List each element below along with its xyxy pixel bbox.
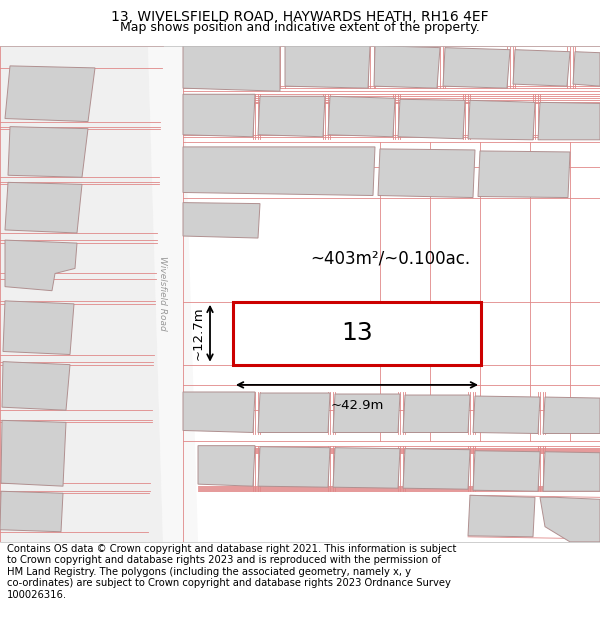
Polygon shape xyxy=(333,394,400,432)
Polygon shape xyxy=(478,151,570,198)
Polygon shape xyxy=(183,94,255,137)
Polygon shape xyxy=(403,395,470,432)
Polygon shape xyxy=(5,240,77,291)
Polygon shape xyxy=(468,495,535,537)
Polygon shape xyxy=(183,46,280,91)
Polygon shape xyxy=(198,446,255,486)
Text: Contains OS data © Crown copyright and database right 2021. This information is : Contains OS data © Crown copyright and d… xyxy=(7,544,457,600)
Polygon shape xyxy=(0,46,163,542)
Polygon shape xyxy=(0,491,63,532)
Polygon shape xyxy=(513,49,570,86)
Text: ~42.9m: ~42.9m xyxy=(331,399,383,412)
Text: Map shows position and indicative extent of the property.: Map shows position and indicative extent… xyxy=(120,21,480,34)
Bar xyxy=(233,302,481,364)
Polygon shape xyxy=(468,101,535,140)
Polygon shape xyxy=(573,52,600,86)
Polygon shape xyxy=(543,452,600,491)
Polygon shape xyxy=(183,147,375,196)
Polygon shape xyxy=(328,96,395,137)
Polygon shape xyxy=(8,127,88,178)
Polygon shape xyxy=(403,449,470,489)
Polygon shape xyxy=(540,498,600,542)
Polygon shape xyxy=(183,392,255,432)
Polygon shape xyxy=(333,448,400,488)
Polygon shape xyxy=(378,149,475,198)
Polygon shape xyxy=(258,447,330,487)
Text: ~12.7m: ~12.7m xyxy=(192,306,205,360)
Polygon shape xyxy=(258,96,325,137)
Polygon shape xyxy=(538,102,600,140)
Polygon shape xyxy=(473,396,540,434)
Text: 13: 13 xyxy=(341,321,373,345)
Polygon shape xyxy=(148,46,198,542)
Polygon shape xyxy=(473,451,540,491)
Polygon shape xyxy=(258,393,330,432)
Polygon shape xyxy=(5,66,95,122)
Text: ~403m²/~0.100ac.: ~403m²/~0.100ac. xyxy=(310,249,470,268)
Polygon shape xyxy=(183,202,260,238)
Polygon shape xyxy=(3,301,74,354)
Polygon shape xyxy=(443,48,510,88)
Polygon shape xyxy=(2,362,70,410)
Polygon shape xyxy=(285,46,370,88)
Polygon shape xyxy=(1,421,66,486)
Text: 13, WIVELSFIELD ROAD, HAYWARDS HEATH, RH16 4EF: 13, WIVELSFIELD ROAD, HAYWARDS HEATH, RH… xyxy=(111,10,489,24)
Polygon shape xyxy=(543,397,600,434)
Polygon shape xyxy=(398,99,465,139)
Text: Wivelsfield Road: Wivelsfield Road xyxy=(157,256,167,331)
Polygon shape xyxy=(374,46,440,88)
Polygon shape xyxy=(5,182,82,233)
